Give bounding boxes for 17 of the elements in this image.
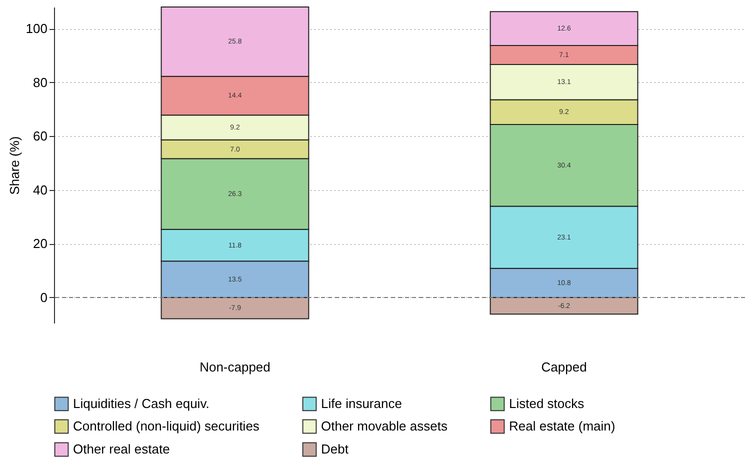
- legend-label: Real estate (main): [509, 418, 616, 434]
- legend-label: Debt: [321, 442, 349, 456]
- legend-label: Listed stocks: [509, 396, 585, 411]
- y-tick-label: 60: [33, 128, 48, 144]
- x-tick-label: Capped: [541, 360, 587, 374]
- y-tick-label: 0: [40, 290, 48, 305]
- y-tick-label: 40: [33, 182, 48, 198]
- legend-label: Other real estate: [73, 442, 170, 456]
- legend-label: Liquidities / Cash equiv.: [73, 396, 210, 411]
- legend-label: Controlled (non-liquid) securities: [73, 418, 260, 434]
- y-axis-title: Share (%): [6, 136, 22, 195]
- y-tick-label: 100: [26, 21, 48, 36]
- y-tick-label: 20: [33, 236, 48, 252]
- legend-label: Other movable assets: [321, 418, 448, 434]
- x-tick-label: Non-capped: [200, 360, 270, 374]
- legend-label: Life insurance: [321, 396, 402, 411]
- y-tick-label: 80: [33, 74, 48, 90]
